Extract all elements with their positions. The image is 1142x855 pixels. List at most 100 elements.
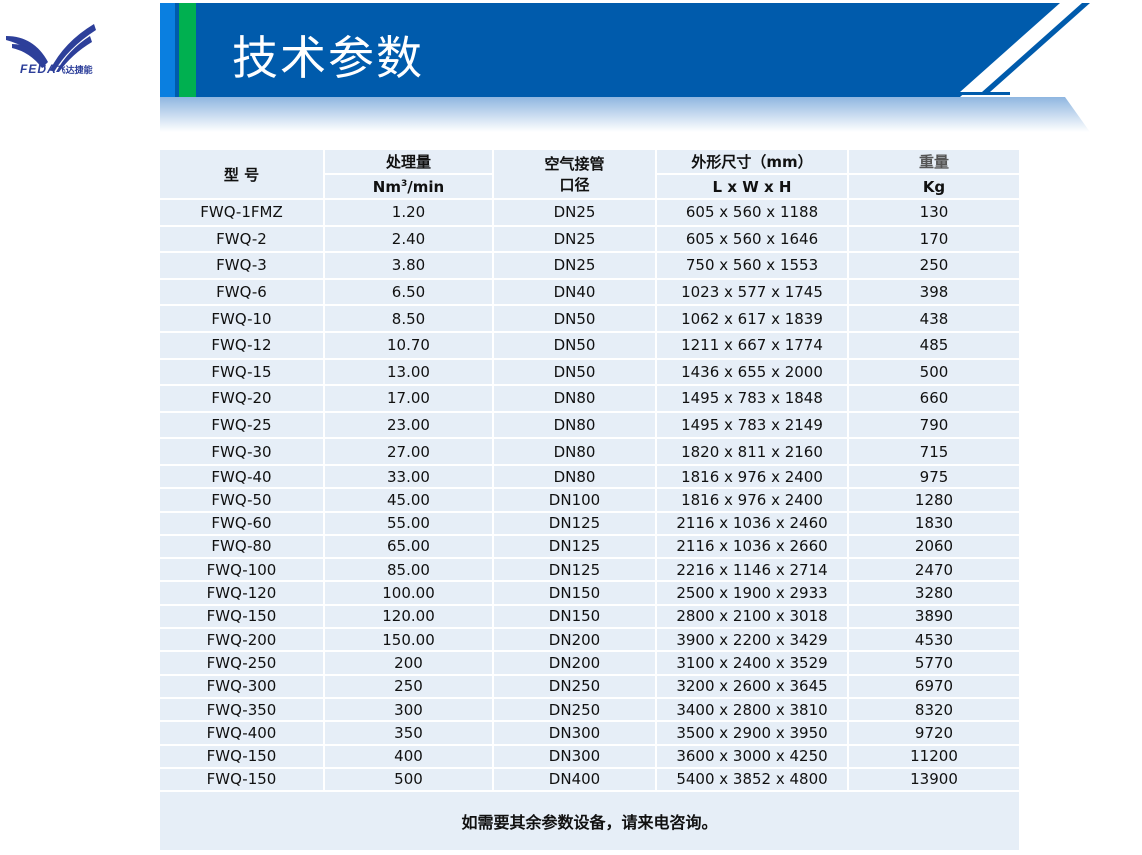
cell-weight: 790	[847, 410, 1021, 440]
cell-flow: 17.00	[323, 384, 494, 413]
cell-inlet: DN125	[492, 510, 657, 536]
cell-inlet: DN300	[492, 720, 657, 746]
cell-flow: 8.50	[323, 304, 494, 333]
table-row: FWQ-50 45.00 DN100 1816 x 976 x 2400 1280	[158, 487, 1021, 513]
cell-inlet: DN25	[492, 251, 657, 280]
cell-inlet: DN400	[492, 766, 657, 793]
cell-inlet: DN150	[492, 603, 657, 630]
cell-model: FWQ-25	[158, 410, 325, 440]
cell-flow: 33.00	[323, 463, 494, 490]
cell-dims: 1495 x 783 x 1848	[655, 384, 849, 413]
cell-dims: 3400 x 2800 x 3810	[655, 696, 849, 723]
cell-model: FWQ-15	[158, 357, 325, 387]
cell-flow: 55.00	[323, 510, 494, 536]
cell-flow: 45.00	[323, 487, 494, 513]
header-flow-unit: Nm3/min	[323, 173, 494, 200]
cell-flow: 10.70	[323, 330, 494, 360]
cell-weight: 975	[847, 463, 1021, 490]
cell-inlet: DN300	[492, 743, 657, 769]
cell-flow: 350	[323, 720, 494, 746]
header-weight-unit: Kg	[847, 173, 1021, 200]
flow-unit-sup: 3	[400, 178, 408, 189]
cell-inlet: DN125	[492, 557, 657, 583]
cell-model: FWQ-10	[158, 304, 325, 333]
cell-dims: 1062 x 617 x 1839	[655, 304, 849, 333]
cell-dims: 605 x 560 x 1646	[655, 224, 849, 254]
feda-logo	[6, 24, 96, 72]
header-flow: 处理量	[323, 148, 494, 175]
cell-dims: 750 x 560 x 1553	[655, 251, 849, 280]
cell-weight: 715	[847, 437, 1021, 466]
cell-model: FWQ-3	[158, 251, 325, 280]
cell-inlet: DN100	[492, 487, 657, 513]
page-title: 技术参数	[232, 31, 424, 85]
table-row: FWQ-30 27.00 DN80 1820 x 811 x 2160 715	[158, 437, 1021, 466]
cell-model: FWQ-1FMZ	[158, 198, 325, 227]
cell-flow: 400	[323, 743, 494, 769]
table-row: FWQ-1FMZ 1.20 DN25 605 x 560 x 1188 130	[158, 198, 1021, 227]
cell-model: FWQ-40	[158, 463, 325, 490]
header-unit-row: Nm3/min L x W x H Kg	[159, 173, 1021, 200]
cell-model: FWQ-20	[158, 384, 325, 413]
table-row: FWQ-200 150.00 DN200 3900 x 2200 x 3429 4530	[158, 627, 1021, 653]
cell-model: FWQ-400	[158, 720, 325, 746]
cell-dims: 1495 x 783 x 2149	[655, 410, 849, 440]
table-row: FWQ-400 350 DN300 3500 x 2900 x 3950 9720	[158, 720, 1021, 746]
cell-weight: 438	[847, 304, 1021, 333]
table-row: FWQ-300 250 DN250 3200 x 2600 x 3645 6970	[158, 673, 1021, 699]
cell-inlet: DN50	[492, 304, 657, 333]
cell-flow: 500	[323, 766, 494, 793]
table-row: FWQ-250 200 DN200 3100 x 2400 x 3529 5770	[158, 650, 1021, 676]
cell-model: FWQ-100	[158, 557, 325, 583]
cell-dims: 1816 x 976 x 2400	[655, 463, 849, 490]
cell-dims: 2500 x 1900 x 2933	[655, 580, 849, 606]
cell-weight: 2060	[847, 533, 1021, 560]
cell-model: FWQ-2	[158, 224, 325, 254]
cell-weight: 13900	[847, 766, 1021, 793]
cell-model: FWQ-60	[158, 510, 325, 536]
cell-dims: 3600 x 3000 x 4250	[655, 743, 849, 769]
cell-dims: 5400 x 3852 x 4800	[655, 766, 849, 793]
cell-inlet: DN200	[492, 650, 657, 676]
cell-model: FWQ-150	[158, 603, 325, 630]
header-inlet-line1: 空气接管	[544, 155, 605, 173]
cell-flow: 100.00	[323, 580, 494, 606]
cell-weight: 6970	[847, 673, 1021, 699]
cell-model: FWQ-150	[158, 766, 325, 793]
header-row: 型 号 处理量 空气接管 口径 外形尺寸（mm） 重量	[158, 148, 1021, 200]
cell-weight: 1830	[847, 510, 1021, 536]
cell-dims: 1023 x 577 x 1745	[655, 277, 849, 307]
cell-dims: 2116 x 1036 x 2660	[655, 533, 849, 560]
cell-flow: 13.00	[323, 357, 494, 387]
cell-weight: 398	[847, 277, 1021, 307]
cell-model: FWQ-200	[158, 627, 325, 653]
cell-inlet: DN200	[492, 627, 657, 653]
footer-note: 如需要其余参数设备，请来电咨询。	[158, 790, 1021, 853]
cell-inlet: DN250	[492, 673, 657, 699]
cell-inlet: DN125	[492, 533, 657, 560]
cell-inlet: DN25	[492, 198, 657, 227]
table-row: FWQ-40 33.00 DN80 1816 x 976 x 2400 975	[158, 463, 1021, 490]
table-row: FWQ-150 500 DN400 5400 x 3852 x 4800 13900	[158, 766, 1021, 793]
header-inlet-line2: 口径	[559, 176, 590, 194]
table-row: FWQ-6 6.50 DN40 1023 x 577 x 1745 398	[158, 277, 1021, 307]
cell-inlet: DN40	[492, 277, 657, 307]
cell-weight: 500	[847, 357, 1021, 387]
flow-unit-suffix: /min	[407, 177, 445, 196]
cell-weight: 4530	[847, 627, 1021, 653]
cell-inlet: DN80	[492, 410, 657, 440]
cell-weight: 250	[847, 251, 1021, 280]
cell-weight: 3280	[847, 580, 1021, 606]
cell-weight: 2470	[847, 557, 1021, 583]
cell-weight: 3890	[847, 603, 1021, 630]
cell-weight: 660	[847, 384, 1021, 413]
cell-flow: 2.40	[323, 224, 494, 254]
cell-weight: 5770	[847, 650, 1021, 676]
cell-model: FWQ-150	[158, 743, 325, 769]
table-row: FWQ-15 13.00 DN50 1436 x 655 x 2000 500	[158, 357, 1021, 387]
cell-dims: 3100 x 2400 x 3529	[655, 650, 849, 676]
cell-model: FWQ-30	[158, 437, 325, 466]
cell-model: FWQ-80	[158, 533, 325, 560]
cell-weight: 130	[847, 198, 1021, 227]
cell-flow: 120.00	[323, 603, 494, 630]
